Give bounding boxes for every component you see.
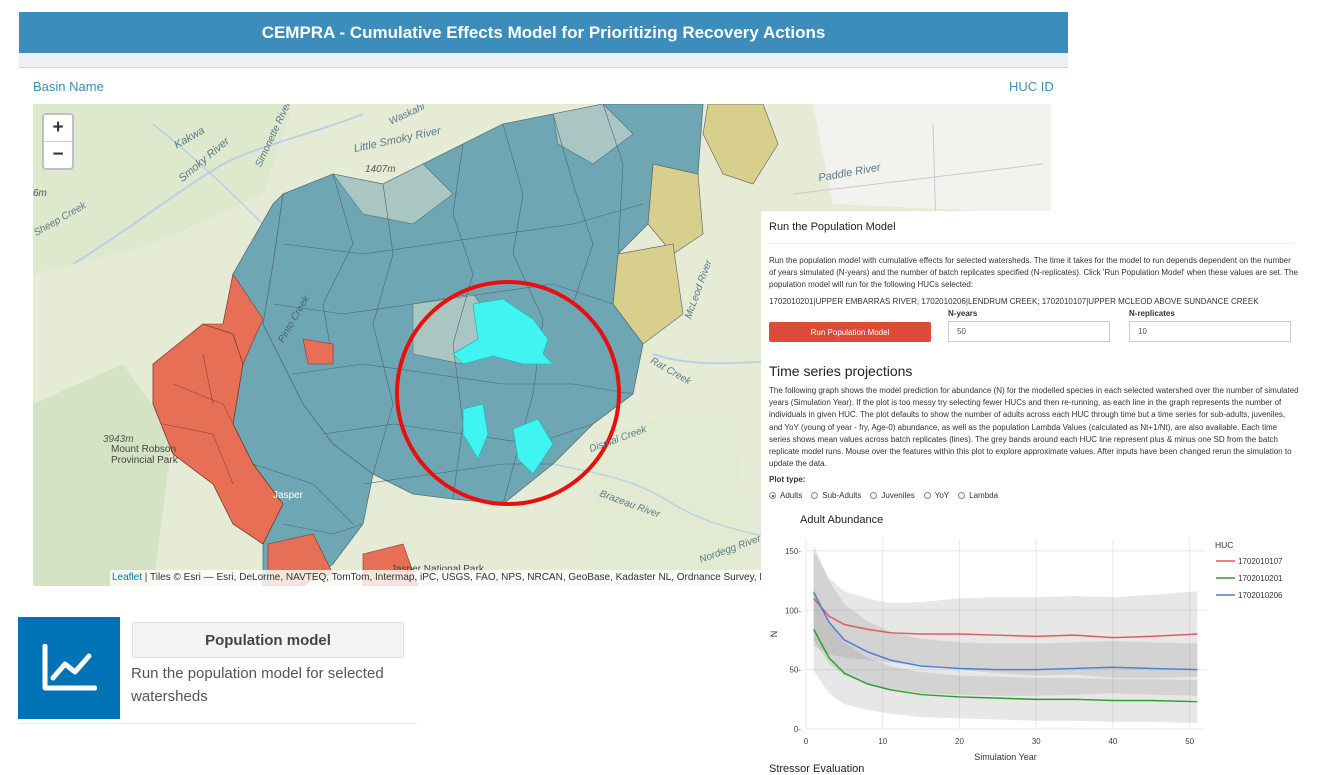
radio-button-icon[interactable] bbox=[958, 492, 966, 499]
legend-entry-1702010107[interactable]: 1702010107 bbox=[1238, 557, 1283, 566]
n-years-input[interactable]: 50 bbox=[948, 321, 1110, 342]
y-tick-label: 150- bbox=[785, 547, 801, 556]
time-series-description: The following graph shows the model pred… bbox=[769, 386, 1299, 469]
selected-hucs-text: 1702010201|UPPER EMBARRAS RIVER; 1702010… bbox=[769, 297, 1259, 306]
legend-entry-1702010206[interactable]: 1702010206 bbox=[1238, 591, 1283, 600]
series-line-1702010107[interactable] bbox=[813, 597, 1198, 639]
chart-title: Adult Abundance bbox=[800, 514, 884, 526]
radio-label: Sub-Adults bbox=[822, 491, 862, 500]
map-label: Jasper National Park bbox=[391, 564, 484, 575]
leaflet-link[interactable]: Leaflet bbox=[112, 572, 143, 583]
plot-type-radio-sub-adults[interactable]: Sub-Adults bbox=[811, 491, 861, 500]
map-label: Provincial Park bbox=[111, 455, 178, 466]
panel-title: Run the Population Model bbox=[769, 221, 896, 233]
panel-description: Run the population model with cumulative… bbox=[769, 256, 1298, 289]
map-label: 3943m bbox=[103, 434, 134, 445]
radio-label: YoY bbox=[934, 491, 950, 500]
x-tick-label: 20 bbox=[955, 737, 964, 746]
sd-band-1702010107[interactable] bbox=[813, 550, 1198, 678]
legend-title: HUC bbox=[1215, 540, 1233, 550]
sd-band-1702010201[interactable] bbox=[813, 587, 1198, 724]
series-line-1702010201[interactable] bbox=[813, 628, 1198, 703]
n-replicates-label: N-replicates bbox=[1129, 309, 1175, 318]
map-label: 1407m bbox=[365, 164, 396, 175]
x-tick-label: 40 bbox=[1108, 737, 1117, 746]
map-label: 6m bbox=[33, 188, 47, 199]
header-divider bbox=[19, 53, 1068, 68]
abundance-chart[interactable]: 0- 50- 100- 150- 0 10 20 30 40 50 Simulation Year N… bbox=[761, 529, 1304, 761]
radio-label: Juveniles bbox=[881, 491, 915, 500]
y-axis-label: N bbox=[769, 631, 779, 638]
n-years-label: N-years bbox=[948, 309, 978, 318]
radio-button-icon[interactable] bbox=[870, 492, 878, 499]
radio-button-icon[interactable] bbox=[923, 492, 931, 499]
basin-name-label: Basin Name bbox=[33, 79, 104, 94]
population-model-panel: Run the Population Model Run the populat… bbox=[761, 211, 1304, 775]
zoom-out-button[interactable]: − bbox=[44, 141, 72, 168]
legend-entry-1702010201[interactable]: 1702010201 bbox=[1238, 574, 1283, 583]
run-population-model-button[interactable]: Run Population Model bbox=[769, 322, 931, 342]
population-model-tool-card: Population model Run the population mode… bbox=[18, 617, 417, 724]
stressor-evaluation-heading: Stressor Evaluation bbox=[769, 763, 865, 775]
huc-id-label: HUC ID bbox=[1009, 79, 1054, 94]
radio-button-icon[interactable] bbox=[811, 492, 819, 499]
time-series-heading: Time series projections bbox=[769, 363, 913, 379]
radio-label: Adults bbox=[780, 491, 803, 500]
radio-label: Lambda bbox=[969, 491, 999, 500]
plot-type-radio-lambda[interactable]: Lambda bbox=[958, 491, 998, 500]
y-tick-label: 50- bbox=[789, 666, 801, 675]
sd-band-1702010206[interactable] bbox=[813, 544, 1198, 696]
app-title: CEMPRA - Cumulative Effects Model for Pr… bbox=[261, 22, 826, 42]
radio-button-icon[interactable] bbox=[769, 492, 776, 499]
n-replicates-input[interactable]: 10 bbox=[1129, 321, 1291, 342]
attribution-text: | Tiles © Esri — Esri, DeLorme, NAVTEQ, … bbox=[142, 572, 790, 583]
plot-type-radio-juveniles[interactable]: Juveniles bbox=[870, 491, 915, 500]
line-chart-icon bbox=[42, 644, 97, 691]
x-tick-label: 10 bbox=[878, 737, 887, 746]
panel-divider bbox=[769, 243, 1294, 244]
population-model-description: Run the population model for selected wa… bbox=[131, 665, 384, 705]
highlight-circle bbox=[395, 280, 621, 506]
zoom-in-button[interactable]: + bbox=[52, 117, 64, 138]
plot-type-label: Plot type: bbox=[769, 475, 806, 484]
plot-type-radio-yoy[interactable]: YoY bbox=[923, 491, 950, 500]
app-header: CEMPRA - Cumulative Effects Model for Pr… bbox=[19, 12, 1068, 53]
zoom-control: + − bbox=[42, 113, 74, 170]
y-tick-label: 0- bbox=[794, 725, 801, 734]
x-axis-label: Simulation Year bbox=[974, 752, 1037, 761]
x-tick-label: 30 bbox=[1032, 737, 1041, 746]
y-tick-label: 100- bbox=[785, 606, 801, 615]
map-label: Mount Robson bbox=[111, 444, 177, 455]
population-model-button[interactable]: Population model bbox=[132, 622, 404, 658]
tool-icon-box bbox=[18, 617, 120, 719]
map-label: Jasper bbox=[273, 490, 304, 501]
x-tick-label: 0 bbox=[804, 737, 809, 746]
series-line-1702010206[interactable] bbox=[813, 592, 1198, 671]
plot-type-radio-adults[interactable]: Adults bbox=[769, 491, 802, 500]
x-tick-label: 50 bbox=[1185, 737, 1194, 746]
plot-type-radio-group: Adults Sub-Adults Juveniles YoY Lambda bbox=[769, 491, 998, 500]
